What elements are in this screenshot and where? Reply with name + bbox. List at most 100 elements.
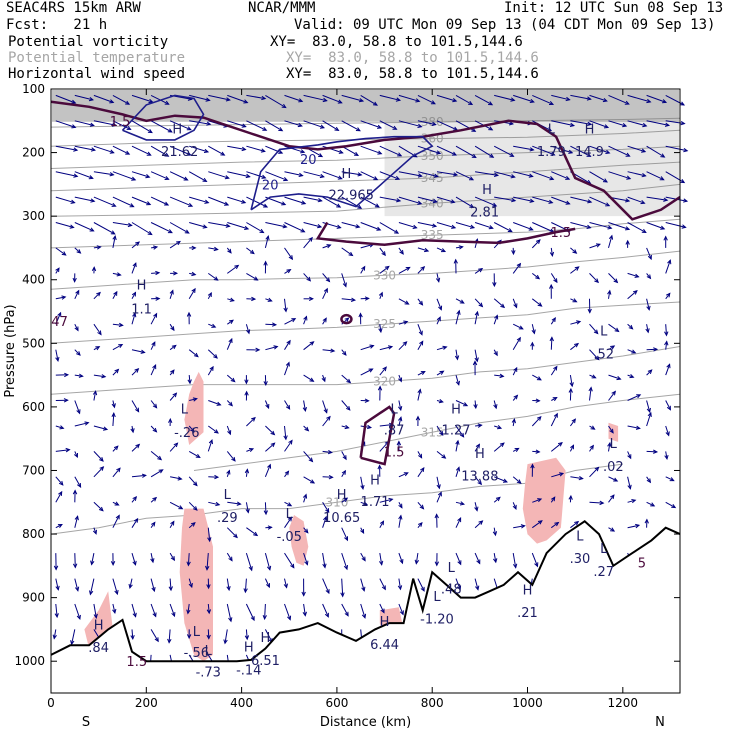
wind-vector-head [499, 442, 505, 448]
wind-vector-head [625, 226, 631, 231]
wind-vector-head [116, 272, 122, 277]
wind-vector-head [251, 296, 257, 302]
extremum-kind: H [337, 488, 347, 503]
wind-vector [322, 578, 330, 594]
extremum-kind: H [244, 641, 254, 656]
extremum-kind: L [610, 437, 618, 452]
wind-vector [188, 578, 193, 588]
wind-vector-head [61, 295, 67, 300]
wind-vector-head [285, 361, 290, 367]
wind-vector [627, 425, 640, 429]
wind-vector-head [152, 612, 157, 618]
wind-vector [55, 491, 63, 503]
wind-vector [455, 440, 459, 452]
contour-value-label: 20 [300, 153, 317, 168]
wind-vector-head [520, 524, 526, 529]
wind-vector-head [118, 322, 124, 328]
extremum-kind: H [172, 123, 182, 138]
wind-speed-contour-20 [250, 135, 434, 211]
wind-vector [322, 196, 341, 208]
wind-vector [551, 120, 575, 127]
wind-vector-head [287, 516, 293, 522]
wind-vector [436, 451, 446, 459]
contour-value-label: 1.5 [110, 115, 131, 130]
negative-pv-region [522, 457, 566, 544]
wind-vector-head [343, 565, 348, 571]
wind-vector [570, 196, 592, 203]
wind-vector [284, 120, 302, 127]
wind-vector [150, 364, 157, 376]
pv-contour [50, 100, 681, 221]
wind-vector [129, 578, 133, 589]
wind-vector [150, 120, 173, 133]
wind-vector-head [69, 224, 75, 229]
wind-vector [227, 94, 248, 104]
wind-vector [74, 578, 79, 591]
wind-vector-head [488, 225, 494, 230]
wind-vector [417, 266, 425, 274]
wind-vector [493, 298, 505, 308]
wind-vector [208, 196, 229, 206]
wind-vector [207, 603, 210, 614]
wind-vector-head [132, 312, 137, 318]
wind-vector [589, 120, 609, 128]
wind-vector-head [477, 480, 483, 486]
wind-vector-head [330, 348, 336, 353]
wind-vector-head [683, 198, 689, 203]
wind-vector [570, 145, 591, 157]
wind-vector [608, 120, 627, 127]
wind-vector-head [101, 374, 107, 379]
wind-vector-head [132, 496, 138, 501]
wind-vector-head [364, 296, 370, 301]
extremum-value: -1.20 [420, 613, 454, 628]
wind-vector-head [435, 277, 441, 283]
wind-vector [627, 94, 651, 103]
wind-vector-head [625, 239, 630, 245]
wind-vector-head [663, 197, 669, 202]
wind-vector [55, 145, 78, 151]
wind-vector [112, 171, 136, 181]
wind-vector [169, 552, 175, 561]
wind-vector-head [265, 235, 270, 241]
wind-vector-head [243, 588, 248, 594]
wind-vector [417, 247, 429, 252]
wind-vector [245, 502, 249, 513]
wind-vector-head [659, 176, 665, 181]
wind-vector [151, 272, 160, 274]
wind-vector-head [456, 309, 461, 315]
wind-vector-head [553, 412, 558, 418]
wind-vector-head [647, 254, 652, 261]
wind-vector [208, 323, 216, 328]
wind-vector [513, 196, 534, 202]
wind-vector [417, 389, 421, 401]
wind-vector-head [170, 520, 175, 526]
wind-vector-head [442, 345, 448, 350]
wind-vector [303, 196, 322, 202]
wind-vector-head [641, 228, 647, 233]
wind-vector-head [476, 559, 481, 565]
wind-vector [398, 578, 401, 590]
wind-vector-head [301, 591, 306, 597]
wind-vector-head [241, 146, 247, 152]
wind-vector-head [626, 175, 632, 180]
wind-vector-head [586, 96, 592, 101]
wind-vector [341, 400, 351, 411]
wind-vector [589, 387, 592, 401]
wind-vector [131, 196, 151, 205]
wind-vector [551, 522, 559, 529]
wind-vector [74, 145, 95, 151]
wind-vector-head [680, 120, 686, 126]
wind-vector [93, 451, 104, 462]
wind-vector-head [90, 198, 96, 203]
wind-vector-head [344, 424, 350, 430]
wind-vector-head [207, 537, 212, 543]
wind-vector [303, 94, 327, 102]
wind-vector-head [172, 392, 178, 398]
wind-vector-head [377, 124, 383, 129]
wind-vector [513, 145, 534, 151]
wind-vector-head [225, 223, 231, 228]
wind-vector-head [574, 266, 580, 271]
wind-vector [513, 525, 525, 529]
wind-vector-head [64, 372, 70, 378]
wind-vector [55, 222, 74, 228]
